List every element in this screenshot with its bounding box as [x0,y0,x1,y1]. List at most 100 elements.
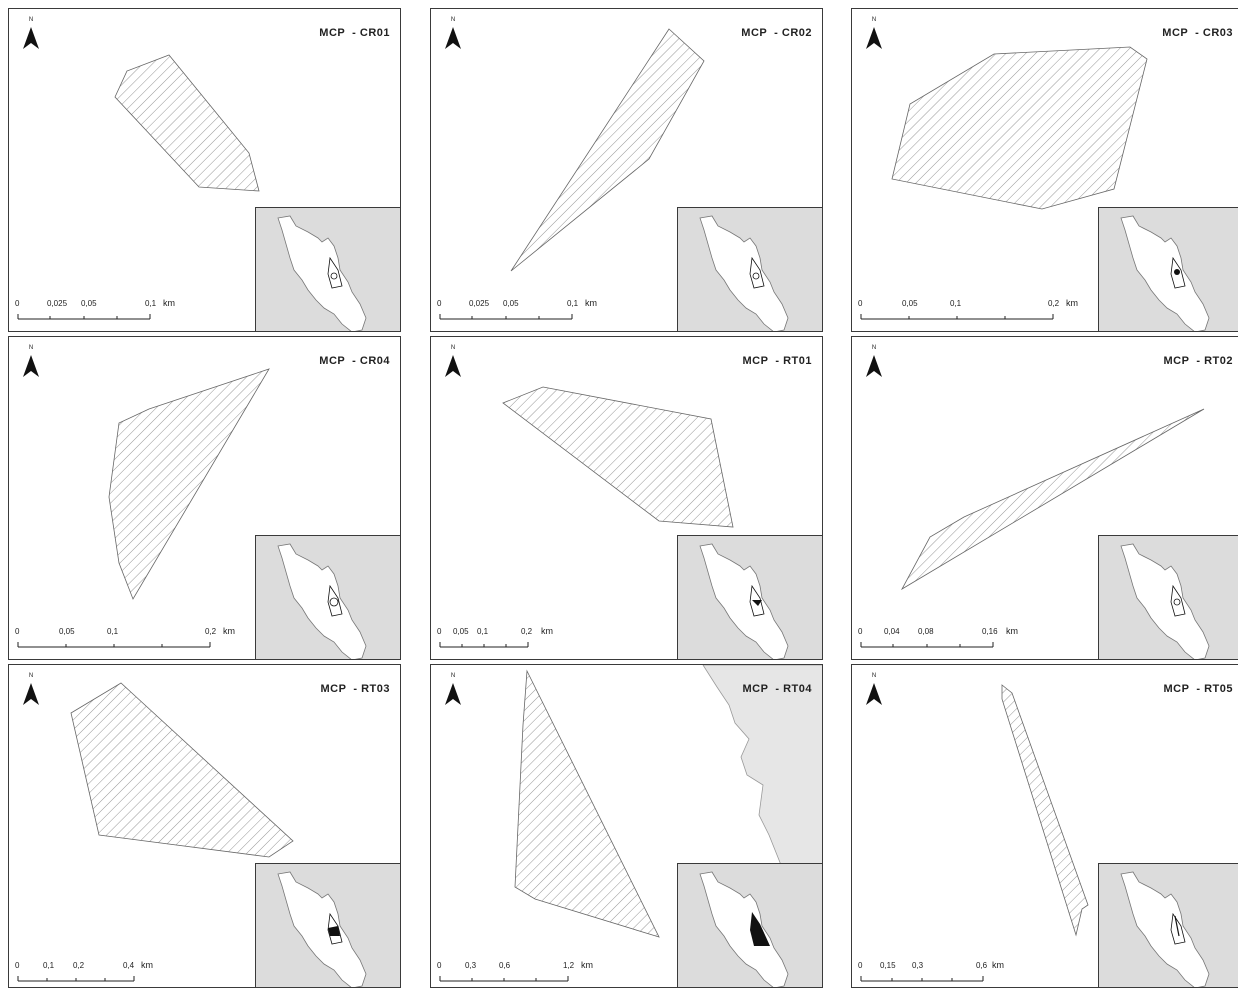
mcp-polygon [510,28,705,272]
scale-label: 0 [15,299,20,308]
north-arrow: N [864,673,884,709]
map-panel-rt02: N MCP - RT02 0 0,04 0,08 0,16 km [851,336,1238,660]
scale-bar: 0 0,04 0,08 0,16 km [858,626,1040,653]
scale-bar: 0 0,05 0,1 0,2 km [437,626,579,653]
scale-label: 0,4 [123,961,135,970]
scale-unit: km [992,960,1004,970]
scale-label: 0,1 [107,627,119,636]
mcp-polygon [1001,684,1089,937]
scale-label: 0,3 [465,961,477,970]
scale-line [17,642,211,648]
scale-label: 0,1 [950,299,962,308]
locator-inset [677,863,822,987]
north-arrow-icon [866,27,882,49]
north-label: N [28,17,34,23]
scale-unit: km [163,298,175,308]
scale-label: 0,05 [902,299,918,308]
map-title: MCP - RT05 [1163,683,1233,695]
mcp-polygon [70,682,294,858]
mcp-polygon [108,368,270,600]
map-panel-cr04: N MCP - CR04 0 0,05 0,1 0,2 km [8,336,401,660]
scale-label: 0,2 [73,961,85,970]
map-canvas [114,54,260,192]
north-label: N [28,673,34,679]
scale-label: 0,05 [453,627,469,636]
north-arrow: N [21,17,41,53]
scale-line [439,642,529,648]
north-label: N [871,345,877,351]
locator-inset [1098,207,1238,331]
map-panel-rt04: N MCP - RT04 0 0,3 0,6 1,2 km [430,664,823,988]
scale-label: 0,05 [59,627,75,636]
scale-label: 0,2 [521,627,533,636]
locator-inset [1098,863,1238,987]
island-locator [1120,215,1210,331]
scale-label: 0,05 [503,299,519,308]
scale-bar: 0 0,025 0,05 0,1 km [15,298,197,325]
scale-label: 0,05 [81,299,97,308]
map-panel-rt05: N MCP - RT05 0 0,15 0,3 0,6 km [851,664,1238,988]
locator-inset [255,535,400,659]
north-arrow-icon [866,683,882,705]
north-label: N [450,17,456,23]
scale-label: 0,6 [499,961,511,970]
island-locator [277,871,367,987]
mcp-polygon [502,386,734,528]
scale-bar: 0 0,15 0,3 0,6 km [858,960,1040,987]
scale-unit: km [141,960,153,970]
map-canvas [900,408,1205,591]
scale-unit: km [585,298,597,308]
locator-inset [1098,535,1238,659]
scale-bar: 0 0,3 0,6 1,2 km [437,960,619,987]
scale-unit: km [581,960,593,970]
north-arrow: N [21,345,41,381]
north-arrow-icon [445,27,461,49]
map-canvas [70,682,294,858]
island-locator [1120,543,1210,659]
scale-label: 0,16 [982,627,998,636]
scale-line [439,976,569,982]
scale-bar: 0 0,05 0,1 0,2 km [15,626,257,653]
map-title: MCP - CR02 [741,27,812,39]
north-arrow-icon [23,355,39,377]
scale-line [439,314,573,320]
north-arrow: N [443,673,463,709]
map-panel-cr02: N MCP - CR02 0 0,025 0,05 0,1 km [430,8,823,332]
map-canvas [510,28,705,272]
scale-bar: 0 0,05 0,1 0,2 km [858,298,1100,325]
north-label: N [450,673,456,679]
map-title: MCP - RT03 [320,683,390,695]
locator-inset [677,535,822,659]
north-arrow-icon [23,683,39,705]
scale-label: 0,025 [469,299,490,308]
north-arrow-icon [445,355,461,377]
map-title: MCP - RT02 [1163,355,1233,367]
mcp-polygon [514,669,660,938]
scale-line [860,314,1054,320]
north-arrow: N [864,17,884,53]
north-label: N [871,673,877,679]
scale-label: 0,6 [976,961,988,970]
scale-line [17,314,151,320]
scale-label: 0 [437,299,442,308]
island-locator [699,543,789,659]
map-title: MCP - CR04 [319,355,390,367]
north-arrow-icon [866,355,882,377]
map-canvas [514,665,822,938]
scale-label: 0 [15,961,20,970]
scale-label: 0 [15,627,20,636]
map-panel-rt03: N MCP - RT03 0 0,1 0,2 0,4 km [8,664,401,988]
map-title: MCP - RT01 [742,355,812,367]
island-locator [1120,871,1210,987]
map-title: MCP - CR01 [319,27,390,39]
scale-label: 0,08 [918,627,934,636]
north-arrow-icon [23,27,39,49]
map-canvas [502,386,734,528]
mcp-polygon [891,46,1148,210]
island-locator [277,215,367,331]
scale-label: 0 [437,961,442,970]
map-panel-rt01: N MCP - RT01 0 0,05 0,1 0,2 km [430,336,823,660]
scale-label: 0,04 [884,627,900,636]
map-title: MCP - CR03 [1162,27,1233,39]
